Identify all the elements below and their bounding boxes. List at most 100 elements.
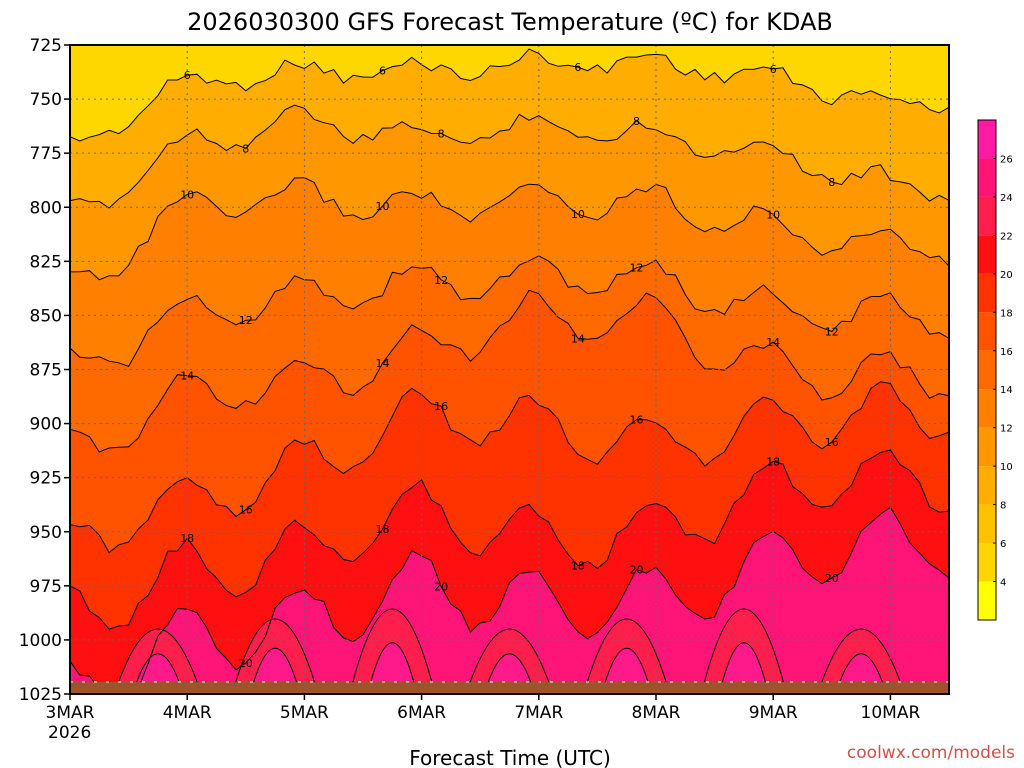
contour-label: 10 — [571, 208, 585, 221]
band-8 — [70, 45, 949, 208]
contour-label: 14 — [376, 357, 390, 370]
y-tick-label: 1025 — [19, 685, 62, 705]
contour-label: 8 — [633, 115, 640, 128]
contour-label: 8 — [828, 176, 835, 189]
contour-label: 10 — [376, 200, 390, 213]
contour-label: 10 — [766, 209, 780, 222]
colorbar-swatch — [978, 504, 996, 544]
contour-label: 8 — [242, 142, 249, 155]
x-tick-label: 3MAR — [46, 703, 95, 723]
contour-10 — [69, 177, 950, 281]
hot-core — [604, 648, 650, 685]
colorbar-label: 26 — [1000, 154, 1013, 165]
contour-label: 18 — [571, 560, 585, 573]
colorbar-swatch — [978, 466, 996, 505]
contour-label: 20 — [239, 657, 253, 670]
contour-label: 16 — [825, 436, 839, 449]
colorbar-frame — [977, 119, 997, 621]
contour-label: 20 — [825, 572, 839, 585]
x-year-label: 2026 — [48, 723, 91, 743]
contour-label: 18 — [180, 532, 194, 545]
hot-core — [369, 642, 415, 685]
contour-label: 16 — [630, 414, 644, 427]
y-tick-label: 725 — [30, 36, 62, 56]
colorbar-swatch — [978, 273, 996, 313]
y-tick-label: 875 — [30, 361, 62, 381]
colorbar-label: 20 — [1000, 270, 1013, 281]
contour-14 — [69, 289, 950, 453]
contour-label: 16 — [434, 400, 448, 413]
x-tick-label: 4MAR — [163, 703, 212, 723]
contour-8 — [69, 104, 950, 209]
y-tick-label: 850 — [30, 306, 62, 326]
y-axis: 725 750 775 800 825 850 875 900 925 950 975 1000 102… — [19, 36, 70, 705]
x-axis-label: Forecast Time (UTC) — [409, 746, 611, 768]
colorbar-swatch — [978, 235, 996, 274]
colorbar-label: 12 — [1000, 424, 1013, 435]
contour-label: 14 — [180, 370, 194, 383]
hot-core — [135, 653, 181, 685]
contour-label: 8 — [438, 128, 445, 141]
colorbar-swatch — [978, 427, 996, 467]
contour-label: 20 — [630, 563, 644, 576]
colorbar-label: 8 — [1000, 501, 1006, 512]
contour-16 — [69, 381, 950, 554]
contour-labels: 6 6 6 6 8 8 8 8 10 10 10 10 12 12 12 12 14 14 14 14 16 16 16 16… — [180, 61, 839, 670]
y-tick-label: 925 — [30, 469, 62, 489]
contour-label: 10 — [180, 188, 194, 201]
hot-core — [721, 642, 767, 685]
colorbar-label: 14 — [1000, 385, 1013, 396]
contour-label: 18 — [766, 455, 780, 468]
y-tick-label: 800 — [30, 198, 62, 218]
x-tick-label: 10MAR — [861, 703, 921, 723]
x-tick-label: 6MAR — [397, 703, 446, 723]
temperature-contours — [69, 48, 950, 695]
colorbar-label: 18 — [1000, 308, 1013, 319]
contour-label: 12 — [434, 274, 448, 287]
ground-fill — [70, 682, 949, 694]
contour-label: 6 — [574, 61, 581, 74]
colorbar-label: 6 — [1000, 539, 1006, 550]
y-tick-label: 900 — [30, 415, 62, 435]
y-tick-label: 1000 — [19, 631, 62, 651]
contour-label: 14 — [571, 332, 585, 345]
contour-label: 12 — [630, 262, 644, 275]
chart-title: 2026030300 GFS Forecast Temperature (ºC)… — [187, 8, 833, 36]
contour-20 — [69, 506, 950, 695]
contour-label: 6 — [770, 63, 777, 76]
x-axis: 3MAR 4MAR 5MAR 6MAR 7MAR 8MAR 9MAR 10MAR — [46, 694, 921, 723]
colorbar-swatch — [978, 120, 996, 159]
y-tick-label: 950 — [30, 523, 62, 543]
colorbar: 4 6 8 10 12 14 16 18 20 22 24 26 — [977, 119, 1013, 621]
contour-label: 18 — [376, 523, 390, 536]
hot-core — [252, 648, 298, 685]
contour-label: 14 — [766, 336, 780, 349]
x-tick-label: 9MAR — [749, 703, 798, 723]
colorbar-swatch — [978, 389, 996, 428]
colorbar-swatch — [978, 543, 996, 582]
contour-label: 12 — [239, 314, 253, 327]
y-tick-label: 825 — [30, 252, 62, 272]
contour-label: 16 — [239, 504, 253, 517]
contour-label: 6 — [379, 65, 386, 78]
colorbar-label: 24 — [1000, 193, 1013, 204]
ground-strip — [70, 681, 949, 694]
colorbar-swatch — [978, 158, 996, 197]
hot-core — [838, 653, 884, 685]
contour-label: 20 — [434, 581, 448, 594]
colorbar-swatch — [978, 196, 996, 236]
colorbar-label: 10 — [1000, 462, 1013, 473]
contour-label: 12 — [825, 326, 839, 339]
band-coldest — [70, 45, 949, 141]
contour-18 — [69, 449, 950, 630]
y-tick-label: 975 — [30, 577, 62, 597]
colorbar-swatch — [978, 581, 996, 620]
x-tick-label: 8MAR — [632, 703, 681, 723]
temperature-fills — [70, 45, 949, 694]
colorbar-label: 22 — [1000, 231, 1013, 242]
contour-label: 6 — [184, 69, 191, 82]
y-tick-label: 775 — [30, 144, 62, 164]
x-tick-label: 7MAR — [514, 703, 563, 723]
colorbar-label: 4 — [1000, 578, 1006, 589]
